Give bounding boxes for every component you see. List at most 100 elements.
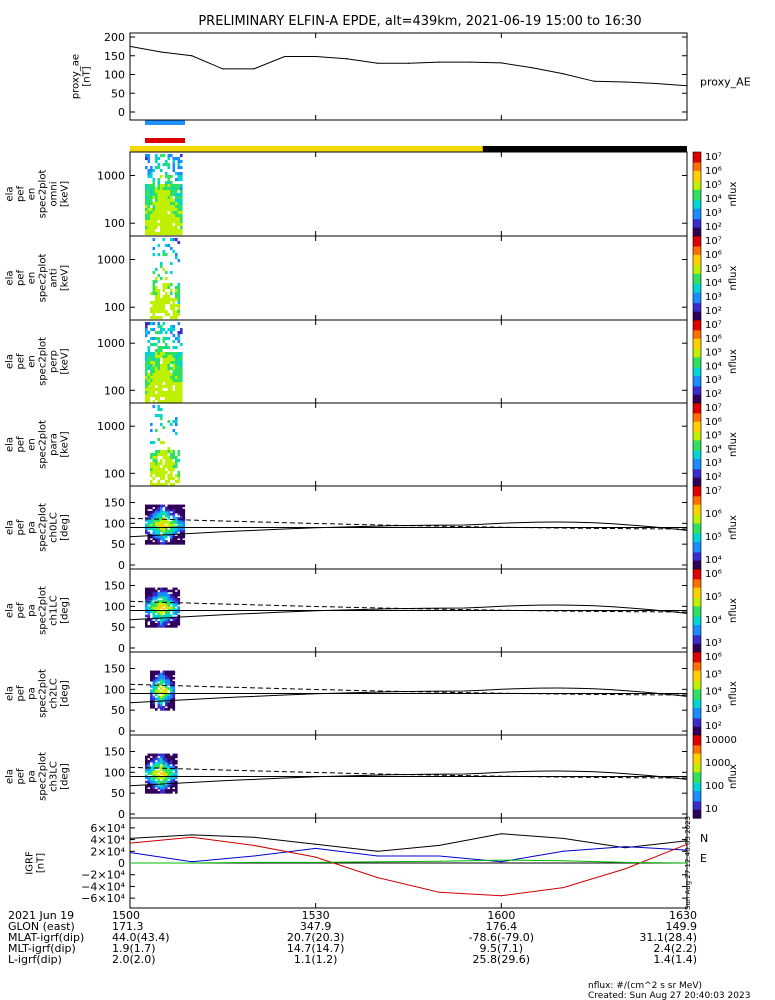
pitch-angle-pixel: [182, 535, 186, 539]
colorbar-cell: [693, 189, 701, 193]
spectrogram-pixel: [165, 163, 168, 167]
spectrogram-pixel: [162, 307, 166, 311]
spectrogram-pixel: [162, 477, 166, 481]
pitch-angle-pixel: [157, 606, 161, 609]
pitch-angle-pixel: [162, 789, 166, 792]
pitch-angle-pixel: [162, 766, 166, 769]
colorbar-cell: [693, 697, 701, 701]
igrf-series-point: [253, 836, 255, 838]
colorbar-cell: [693, 446, 701, 450]
colorbar-cell: [693, 739, 701, 742]
spectrogram-pixel: [145, 370, 148, 374]
pitch-angle-pixel: [165, 755, 168, 759]
spectrogram-pixel: [167, 468, 171, 472]
colorbar-tick-label: 10⁷: [705, 403, 722, 414]
pitch-angle-pixel: [182, 508, 186, 512]
spectrogram-pixel: [162, 376, 166, 380]
spectrogram-pixel: [150, 370, 153, 374]
pitch-angle-pixel: [145, 604, 148, 607]
pitch-angle-pixel: [177, 600, 181, 603]
spectrogram-pixel: [152, 400, 156, 404]
spectrogram-pixel: [155, 280, 158, 284]
spectrogram-pixel: [155, 352, 158, 356]
pitch-angle-pixel: [182, 531, 186, 535]
proxy-ae-point: [593, 80, 595, 82]
pitch-angle-pixel: [165, 595, 168, 599]
y-tick-label: 50: [111, 87, 125, 100]
pitch-angle-pixel: [172, 685, 176, 688]
pitch-angle-pixel: [157, 706, 161, 709]
spectrogram-pixel: [177, 289, 181, 293]
pitch-angle-pixel: [160, 595, 163, 599]
spectrogram-pixel: [167, 199, 171, 203]
pitch-angle-pixel: [170, 693, 173, 697]
pitch-angle-pixel: [175, 602, 178, 605]
spectrogram-pixel: [175, 462, 178, 466]
colorbar-tick-label: 10⁵: [705, 669, 722, 680]
spectrogram-pixel: [172, 382, 176, 386]
spectrogram-pixel: [160, 453, 163, 457]
pitch-angle-pixel: [152, 701, 156, 705]
pitch-angle-pixel: [147, 506, 151, 510]
pitch-angle-pixel: [157, 512, 161, 516]
pitch-angle-pixel: [172, 778, 176, 782]
pitch-angle-pixel: [157, 674, 161, 678]
axis-table-value: 2.4(2.2): [653, 942, 697, 955]
spectrogram-pixel: [167, 163, 171, 167]
spectrogram-pixel: [157, 450, 161, 454]
pitch-angle-pixel: [170, 523, 173, 526]
colorbar-cell: [693, 336, 701, 340]
spectrogram-pixel: [170, 211, 173, 215]
pitch-angle-pixel: [167, 612, 171, 616]
pitch-angle-pixel: [170, 681, 173, 684]
pitch-angle-pixel: [157, 697, 161, 701]
spectrogram-pixel: [177, 241, 181, 245]
colorbar-cell: [693, 434, 701, 437]
pitch-angle-pixel: [167, 510, 171, 514]
spectrogram-pixel: [175, 229, 178, 233]
spectrogram-pixel: [175, 202, 178, 206]
spectrogram-pixel: [165, 397, 168, 401]
axis-table-value: 1630: [669, 909, 697, 922]
pitch-angle-pixel: [152, 766, 156, 769]
spectrogram-pixel: [165, 385, 168, 389]
colorbar-cell: [693, 415, 701, 419]
spectrogram-pixel: [170, 391, 173, 395]
pitch-angle-pixel: [167, 678, 171, 682]
spectrogram-pixel: [172, 205, 176, 209]
spectrogram-pixel: [167, 295, 171, 299]
spectrogram-pixel: [170, 292, 173, 296]
spectrogram-pixel: [172, 429, 176, 433]
spectrogram-pixel: [152, 462, 156, 466]
colorbar-cell: [693, 444, 701, 448]
colorbar-cell: [693, 170, 701, 174]
pitch-angle-pixel: [147, 531, 151, 535]
pitch-angle-pixel: [167, 784, 171, 788]
spectrogram-pixel: [177, 331, 181, 335]
pitch-angle-pixel: [152, 687, 156, 690]
spectrogram-pixel: [175, 420, 178, 424]
colorbar-cell: [693, 278, 701, 281]
pitch-angle-pixel: [145, 504, 148, 508]
spectrogram-pixel: [177, 471, 181, 475]
pitch-angle-pixel: [180, 533, 183, 537]
spectrogram-pixel: [170, 316, 173, 320]
pitch-angle-pixel: [172, 780, 176, 784]
spectrogram-pixel: [180, 352, 183, 356]
pitch-angle-pixel: [180, 512, 183, 516]
spectrogram-pixel: [152, 316, 156, 320]
colorbar-cell: [693, 539, 701, 543]
pitch-angle-pixel: [167, 695, 171, 699]
colorbar-cell: [693, 400, 701, 404]
spectrogram-pixel: [167, 462, 171, 466]
spectrogram-pixel: [175, 310, 178, 314]
spectrogram-pixel: [162, 223, 166, 227]
spectrogram-pixel: [162, 373, 166, 377]
colorbar-cell: [693, 238, 701, 241]
pitch-angle-pixel: [180, 517, 183, 520]
spectrogram-pixel: [172, 238, 176, 242]
spectrogram-pixel: [147, 361, 151, 365]
spectrogram-pixel: [172, 465, 176, 469]
spectrogram-pixel: [152, 202, 156, 206]
pitch-angle-pixel: [177, 535, 181, 539]
